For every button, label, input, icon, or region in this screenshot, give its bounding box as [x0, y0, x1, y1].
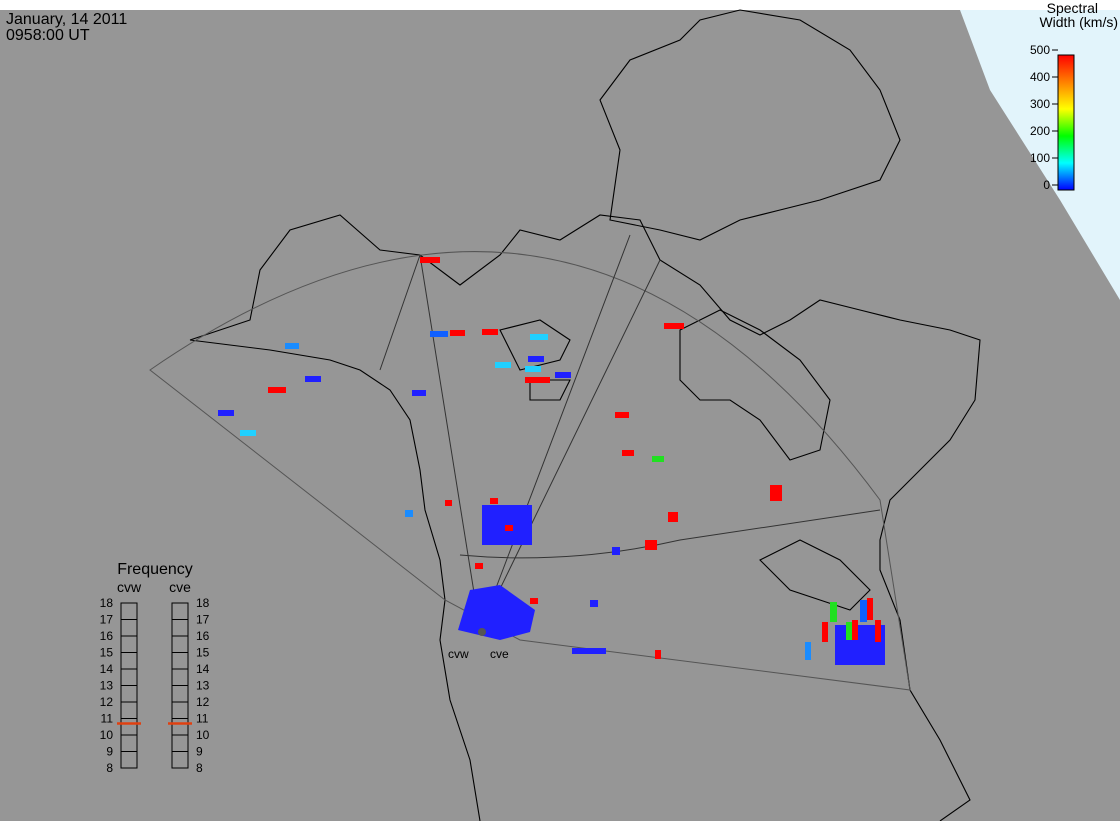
colorbar-title: Spectral: [1047, 0, 1098, 16]
colorbar-title: Width (km/s): [1039, 14, 1118, 30]
frequency-tick-label: 16: [196, 629, 210, 643]
frequency-tick-label: 14: [196, 662, 210, 676]
frequency-tick-label: 8: [106, 761, 113, 775]
field-of-view: [149, 251, 911, 691]
boundaries: [379, 234, 881, 631]
echoes: [218, 257, 885, 665]
colorbar: [1057, 54, 1075, 191]
frequency-tick-label: 10: [196, 728, 210, 742]
frequency-tick-label: 9: [106, 745, 113, 759]
radar-label: cve: [490, 647, 509, 661]
background: [0, 10, 1120, 821]
radar-name: cvw: [117, 579, 142, 595]
frequency-tick-label: 16: [100, 629, 114, 643]
frequency-tick-label: 14: [100, 662, 114, 676]
colorbar-tick-label: 500: [1030, 43, 1050, 57]
frequency-tick-label: 15: [196, 646, 210, 660]
frequency-tick-label: 18: [196, 596, 210, 610]
date: January, 14 2011: [6, 11, 127, 28]
corner-area: [960, 10, 1120, 300]
frequency-tick-label: 15: [100, 646, 114, 660]
coastlines: [189, 9, 981, 821]
radar-label: cvw: [448, 647, 469, 661]
frequency-tick-label: 17: [100, 613, 114, 627]
frequency-tick-label: 11: [196, 712, 209, 726]
colorbar-tick-label: 100: [1030, 151, 1050, 165]
radar-site: [478, 628, 486, 636]
frequency-tick-label: 13: [100, 679, 114, 693]
frequency-tick-label: 17: [196, 613, 210, 627]
frequency-tick-label: 18: [100, 596, 114, 610]
frequency-tick-label: 13: [196, 679, 210, 693]
colorbar-tick-label: 400: [1030, 70, 1050, 84]
frequency-tick-label: 12: [100, 695, 114, 709]
colorbar-tick-label: 300: [1030, 97, 1050, 111]
frequency-tick-label: 8: [196, 761, 203, 775]
colorbar-tick-label: 0: [1043, 178, 1050, 192]
frequency-tick-label: 11: [101, 712, 114, 726]
time: 0958:00 UT: [6, 27, 90, 44]
frequency-title: Frequency: [117, 561, 193, 578]
colorbar-tick-label: 200: [1030, 124, 1050, 138]
radar-name: cve: [169, 579, 191, 595]
frequency-tick-label: 12: [196, 695, 210, 709]
frequency-tick-label: 10: [100, 728, 114, 742]
frequency-tick-label: 9: [196, 745, 203, 759]
